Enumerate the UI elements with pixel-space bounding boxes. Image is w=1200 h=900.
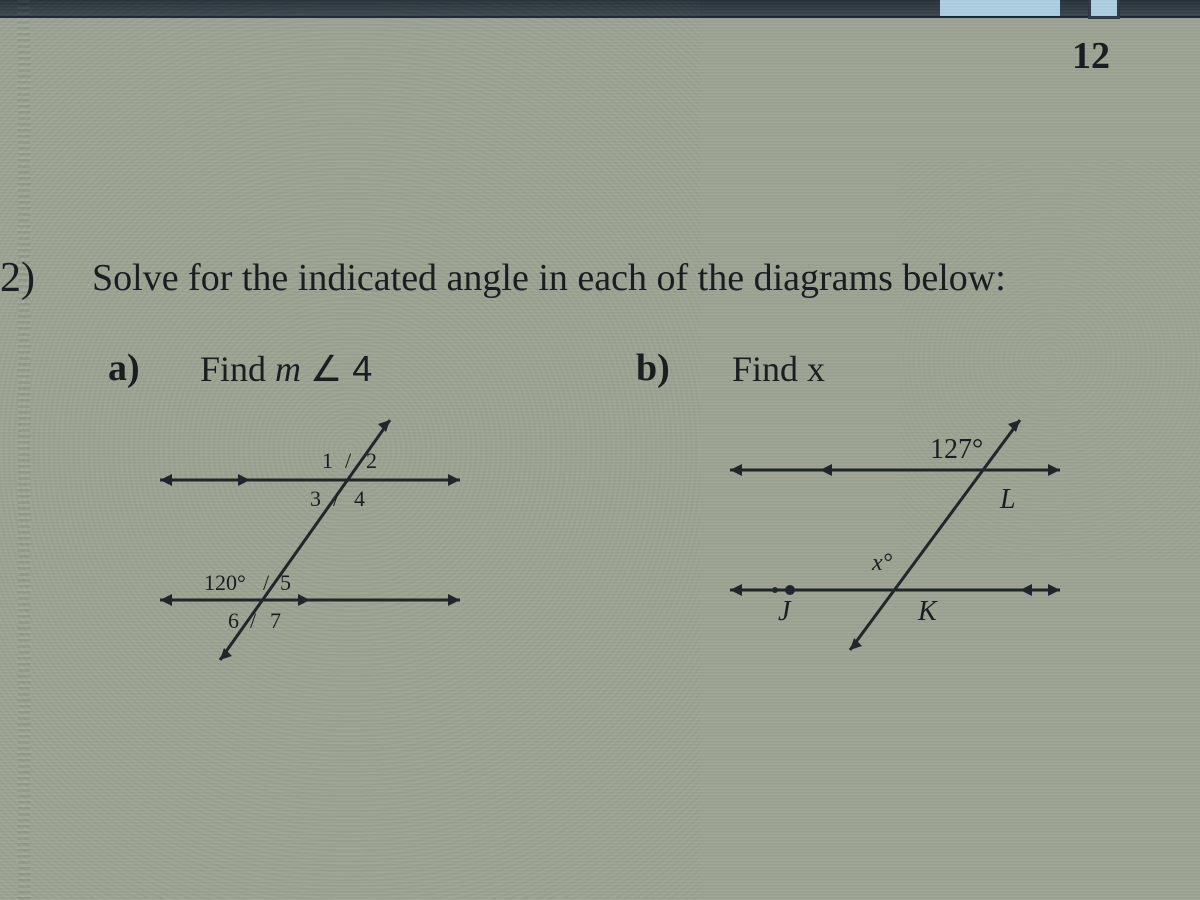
diagram-b-x: x° bbox=[871, 550, 893, 576]
question-number: 2) bbox=[0, 254, 35, 302]
part-a-prompt: Find m ∠ 4 bbox=[200, 348, 372, 390]
diagram-b-K: K bbox=[917, 596, 938, 627]
diagram-a-angle-3: 3 bbox=[310, 486, 321, 511]
svg-text:/: / bbox=[345, 448, 352, 473]
svg-text:/: / bbox=[333, 486, 340, 511]
diagram-b-L: L bbox=[999, 484, 1016, 515]
diagram-b: 127° L x° J K bbox=[680, 410, 1100, 670]
svg-text:/: / bbox=[250, 608, 257, 633]
part-a-label: a) bbox=[108, 346, 140, 390]
top-glow bbox=[940, 0, 1060, 16]
scan-left-edge bbox=[18, 0, 30, 900]
part-a-prefix: Find bbox=[200, 349, 275, 389]
diagram-a-angle-5: 5 bbox=[280, 570, 291, 595]
question-prompt: Solve for the indicated angle in each of… bbox=[92, 256, 1006, 300]
diagram-a: 1 2 3 4 / / 120° 5 6 7 / / bbox=[130, 410, 510, 680]
diagram-a-angle-2: 2 bbox=[366, 448, 377, 473]
diagram-a-given-angle: 120° bbox=[204, 570, 246, 595]
part-b-prompt: Find x bbox=[732, 348, 825, 390]
diagram-b-J: J bbox=[778, 596, 792, 627]
diagram-a-angle-6: 6 bbox=[228, 608, 239, 633]
part-a-var-m: m bbox=[275, 349, 301, 389]
part-b-label: b) bbox=[636, 346, 670, 390]
diagram-a-angle-1: 1 bbox=[322, 448, 333, 473]
diagram-a-angle-4: 4 bbox=[354, 486, 365, 511]
page-number: 12 bbox=[1072, 34, 1110, 78]
svg-text:/: / bbox=[263, 570, 270, 595]
diagram-b-127: 127° bbox=[930, 434, 983, 465]
page-corner-box bbox=[1088, 0, 1120, 19]
diagram-a-angle-7: 7 bbox=[270, 608, 281, 633]
part-a-angle: ∠ 4 bbox=[310, 348, 372, 389]
